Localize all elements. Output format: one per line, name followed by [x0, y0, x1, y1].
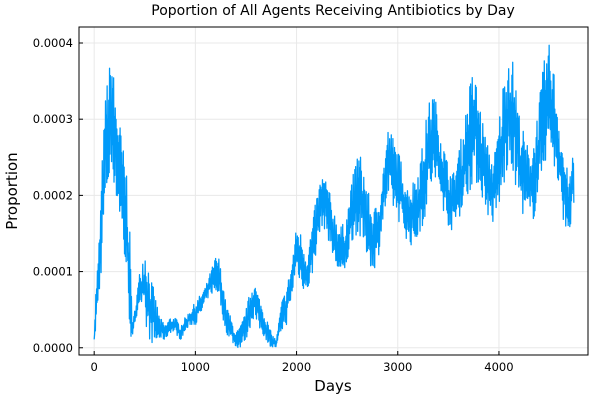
y-tick-label: 0.0003 [33, 112, 73, 126]
chart-title: Poportion of All Agents Receiving Antibi… [151, 3, 514, 19]
x-tick-label: 4000 [484, 360, 513, 374]
x-tick-label: 2000 [282, 360, 311, 374]
y-tick-label: 0.0004 [33, 36, 73, 50]
x-tick-label: 0 [91, 360, 98, 374]
x-tick-label: 1000 [181, 360, 210, 374]
x-tick-label: 3000 [383, 360, 412, 374]
y-tick-label: 0.0000 [33, 341, 73, 355]
y-tick-label: 0.0002 [33, 188, 73, 202]
tick-labels: 0 1000 2000 3000 4000 0.0000 0.0001 0.0002 0.000… [33, 36, 514, 374]
y-axis-label: Proportion [3, 152, 21, 229]
y-tick-label: 0.0001 [33, 265, 73, 279]
series-line [93, 44, 575, 348]
x-axis-label: Days [314, 377, 352, 395]
series-layer [93, 44, 575, 348]
plot-area-frame [78, 26, 589, 356]
